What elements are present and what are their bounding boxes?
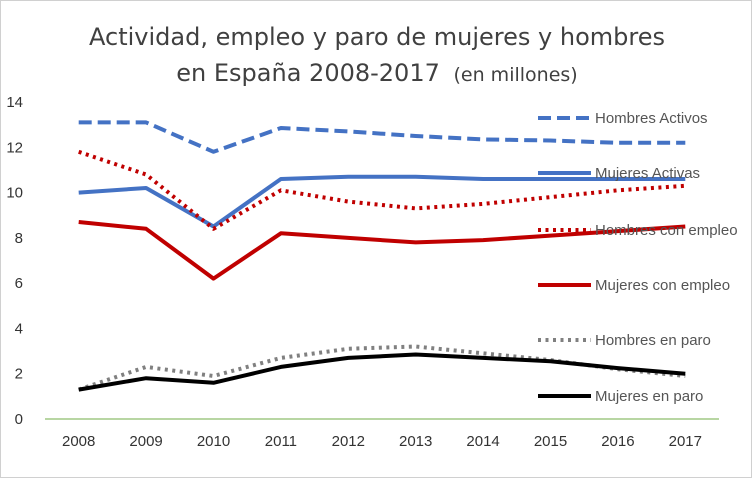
series-line-5: [78, 344, 686, 392]
y-tick-label: 14: [6, 94, 23, 111]
y-tick-label: 10: [6, 185, 23, 202]
x-tick-label: 2012: [332, 433, 365, 450]
chart-title-suffix: (en millones): [454, 64, 578, 86]
x-axis-ticks: 2008 2009 2010 2011 2012 2013 2014 2015 2016 2017: [62, 433, 702, 450]
y-tick-label: 2: [15, 366, 23, 383]
legend: Hombres Activos Mujeres Activas Hombres co…: [538, 110, 738, 405]
chart-title-line2: en España 2008-2017: [176, 59, 440, 87]
legend-label: Hombres Activos: [595, 110, 708, 127]
chart-title-line2-group: en España 2008-2017 (en millones): [176, 59, 577, 87]
x-tick-label: 2013: [399, 433, 432, 450]
series-line-4: [78, 220, 686, 281]
x-tick-label: 2011: [265, 433, 297, 450]
series-line-6: [78, 352, 686, 392]
legend-label: Hombres con empleo: [595, 222, 738, 239]
series-line-2: [78, 174, 686, 229]
y-tick-label: 8: [15, 230, 23, 247]
x-tick-label: 2017: [669, 433, 702, 450]
series-group: [78, 120, 686, 392]
x-tick-label: 2010: [197, 433, 230, 450]
series-line-1: [78, 120, 686, 154]
y-tick-label: 12: [6, 139, 23, 156]
x-tick-label: 2016: [601, 433, 634, 450]
x-tick-label: 2008: [62, 433, 95, 450]
y-tick-label: 6: [15, 275, 23, 292]
y-tick-label: 4: [15, 320, 23, 337]
y-tick-label: 0: [15, 411, 23, 428]
series-line-3: [78, 149, 686, 231]
x-tick-label: 2009: [129, 433, 162, 450]
x-tick-label: 2014: [466, 433, 499, 450]
legend-label: Mujeres con empleo: [595, 277, 730, 294]
legend-label: Mujeres en paro: [595, 388, 703, 405]
x-tick-label: 2015: [534, 433, 567, 450]
legend-label: Hombres en paro: [595, 332, 711, 349]
y-axis-ticks: 0 2 4 6 8 10 12 14: [6, 94, 23, 428]
chart-title-line1: Actividad, empleo y paro de mujeres y ho…: [89, 23, 665, 51]
legend-label: Mujeres Activas: [595, 165, 700, 182]
